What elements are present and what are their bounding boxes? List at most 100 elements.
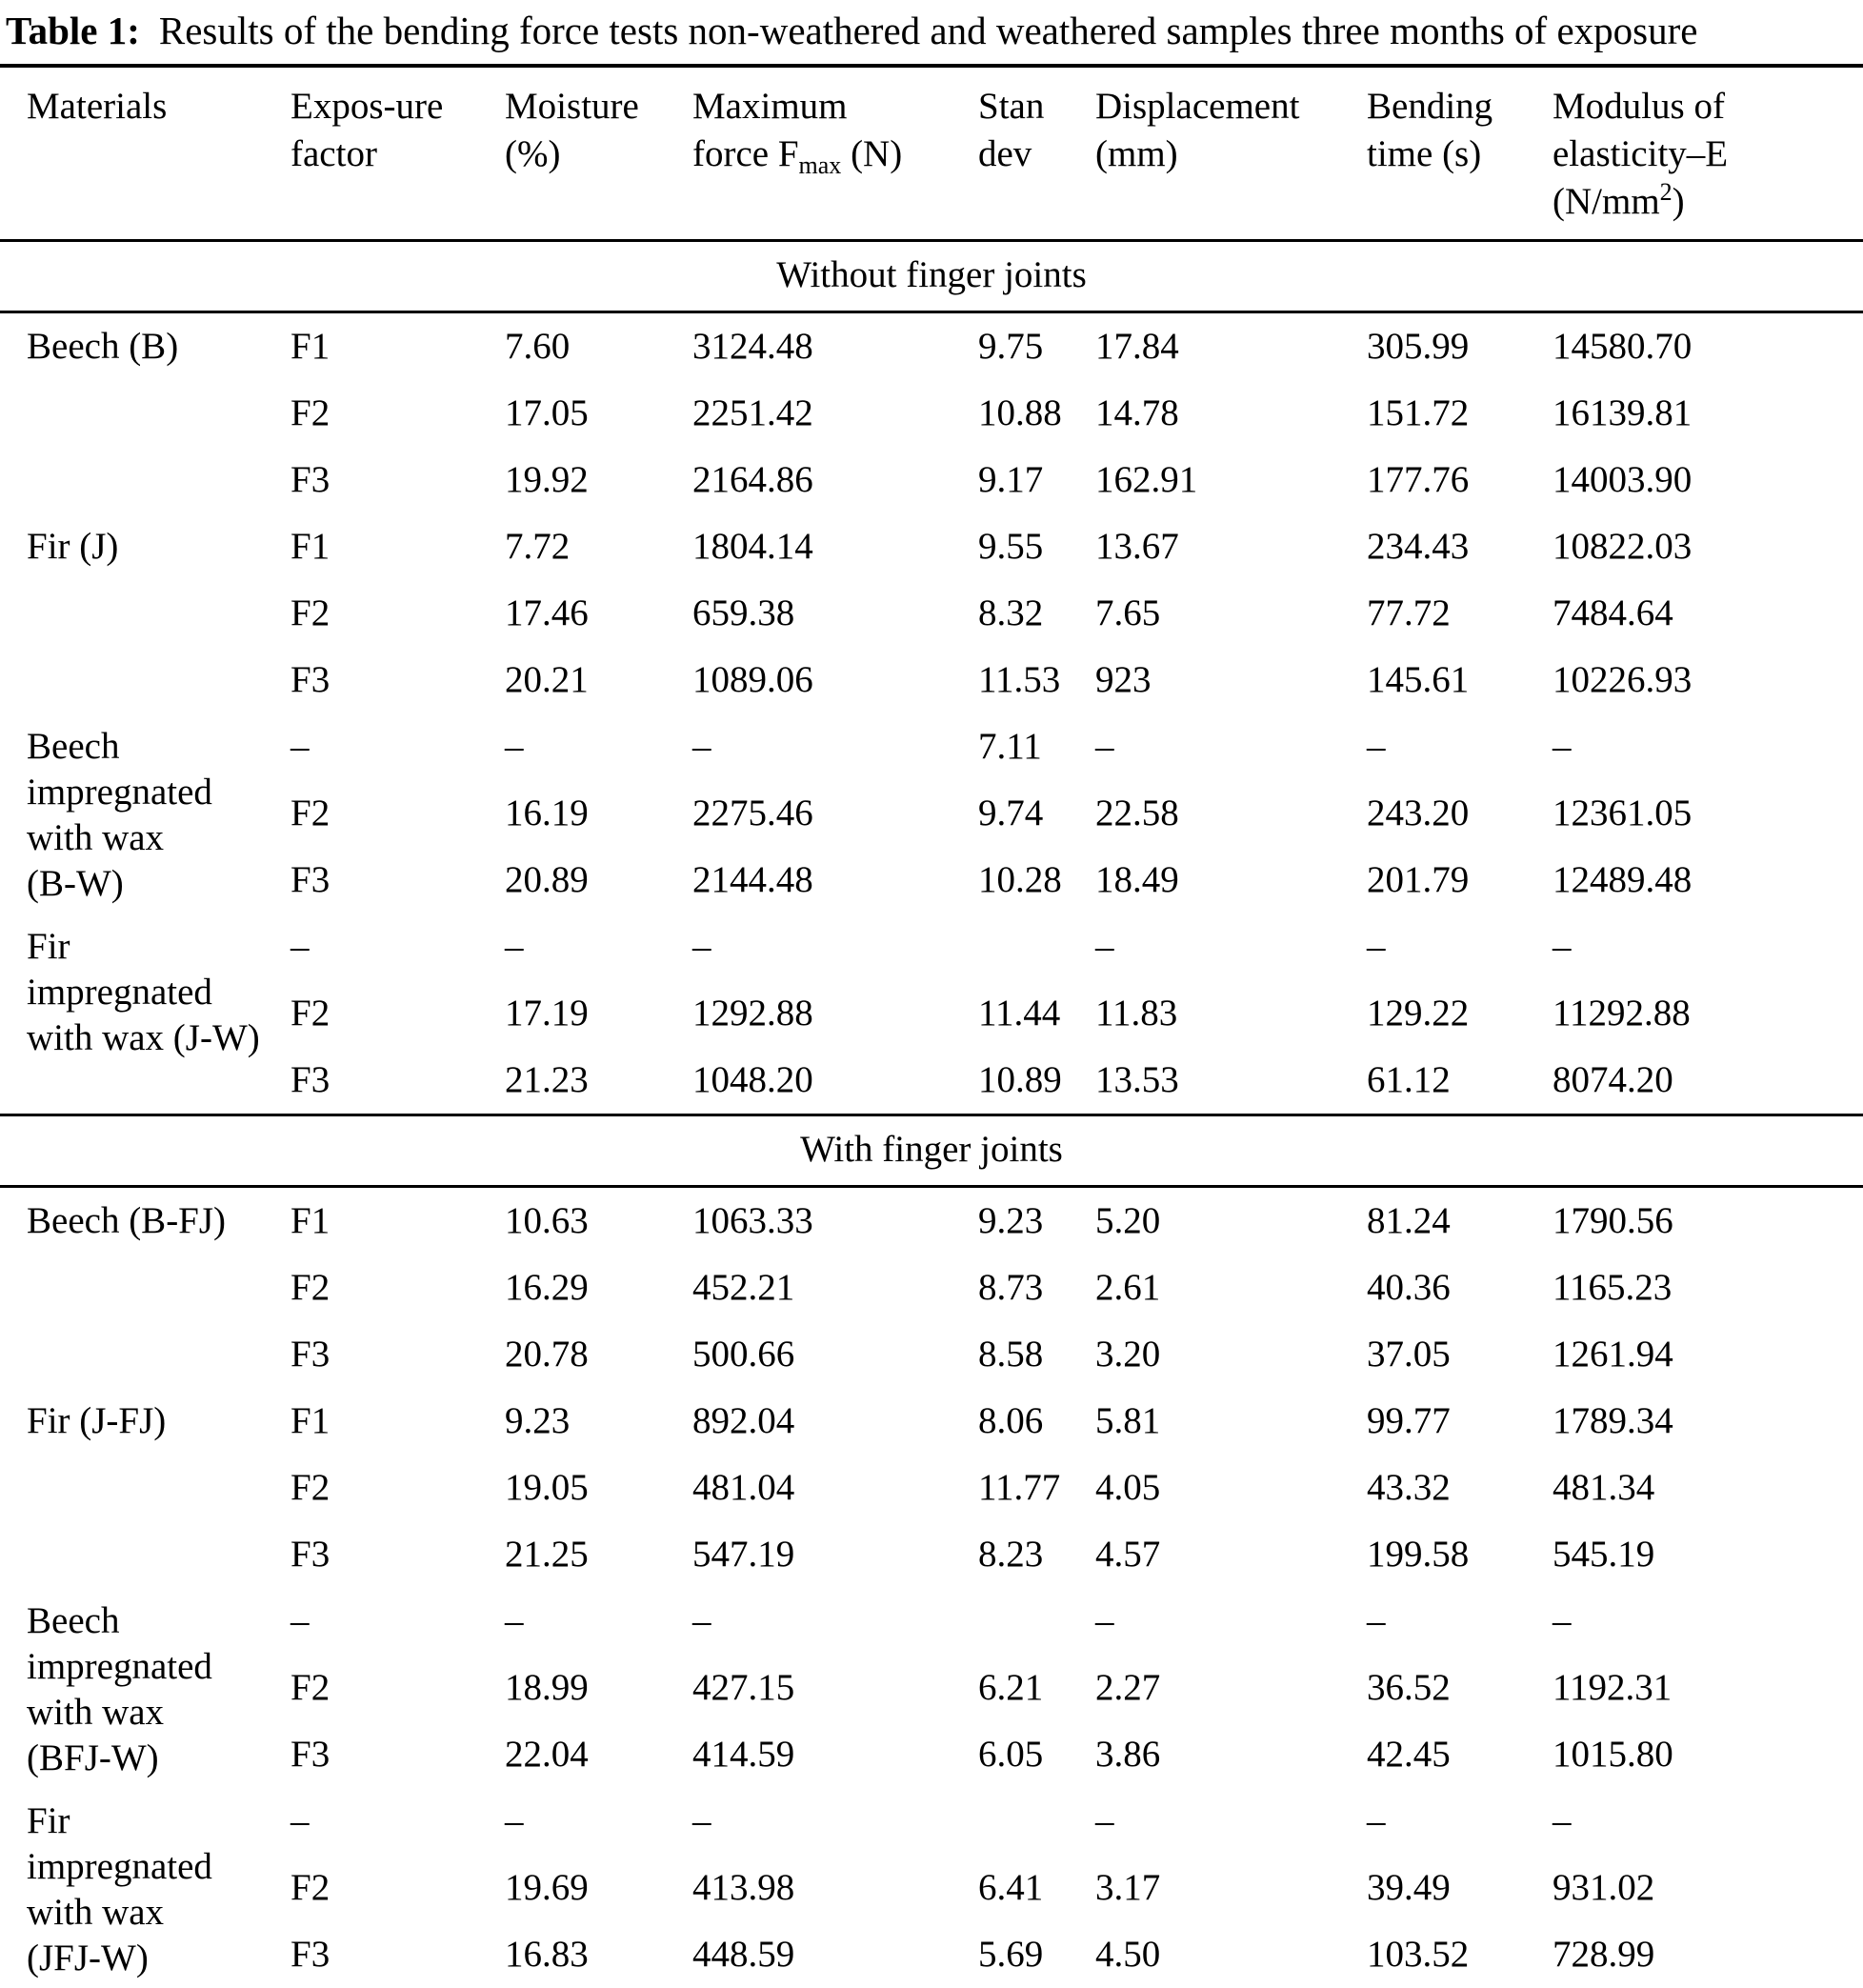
table-caption: Table 1: Results of the bending force tes… — [0, 0, 1863, 64]
cell-max-force: – — [692, 1800, 711, 1841]
table-row: F3 20.21 1089.06 11.53 923 145.61 10226.93 — [0, 647, 1863, 713]
cell-stan-dev: 8.73 — [978, 1267, 1044, 1308]
cell-moisture: 16.19 — [505, 793, 589, 833]
cell-modulus: 12361.05 — [1552, 793, 1693, 833]
cell-bending-time: 199.58 — [1367, 1534, 1470, 1575]
table-header: Materials Expos-ure factor Moisture (%) Maxim… — [0, 66, 1863, 242]
cell-displacement: 13.53 — [1095, 1059, 1179, 1100]
cell-bending-time: 305.99 — [1367, 326, 1470, 367]
cell-max-force: 2275.46 — [692, 793, 813, 833]
column-header-exposure-factor: Expos-ure factor — [290, 66, 505, 242]
cell-displacement: – — [1095, 726, 1114, 767]
cell-stan-dev: 8.58 — [978, 1334, 1044, 1375]
cell-exposure-factor: F2 — [290, 392, 331, 433]
cell-bending-time: 39.49 — [1367, 1867, 1451, 1908]
table-row: Beech impregnated with wax (BFJ-W) – – – – – – — [0, 1588, 1863, 1778]
cell-modulus: 481.34 — [1552, 1467, 1655, 1508]
cell-stan-dev: 9.74 — [978, 793, 1044, 833]
cell-max-force: 3124.48 — [692, 326, 813, 367]
cell-exposure-factor: – — [290, 1600, 310, 1641]
column-header-displacement: Displacement (mm) — [1095, 66, 1367, 242]
cell-moisture: 22.04 — [505, 1734, 589, 1775]
cell-bending-time: – — [1367, 726, 1386, 767]
table-row: F3 19.92 2164.86 9.17 162.91 177.76 14003.90 — [0, 447, 1863, 513]
cell-displacement: – — [1095, 1800, 1114, 1841]
column-header-modulus: Modulus of elasticity–E (N/mm2) — [1552, 66, 1863, 242]
cell-displacement: 4.05 — [1095, 1467, 1161, 1508]
cell-exposure-factor: F3 — [290, 459, 331, 500]
cell-modulus: 10822.03 — [1552, 526, 1693, 567]
cell-stan-dev: 11.53 — [978, 659, 1061, 700]
cell-displacement: 11.83 — [1095, 993, 1178, 1034]
section-header: Without finger joints — [0, 239, 1863, 313]
cell-displacement: 5.81 — [1095, 1400, 1161, 1441]
cell-max-force: 481.04 — [692, 1467, 795, 1508]
cell-modulus: 7484.64 — [1552, 592, 1673, 633]
cell-moisture: 9.23 — [505, 1400, 571, 1441]
cell-modulus: 1789.34 — [1552, 1400, 1673, 1441]
cell-stan-dev: 6.41 — [978, 1867, 1044, 1908]
cell-material: Fir (J-FJ) — [27, 1400, 167, 1441]
table-row: Beech (B) F1 7.60 3124.48 9.75 17.84 305.99 145… — [0, 312, 1863, 381]
cell-moisture: 17.46 — [505, 592, 589, 633]
cell-stan-dev — [978, 914, 1095, 980]
cell-material: Beech (B-FJ) — [27, 1200, 227, 1241]
cell-max-force: 500.66 — [692, 1334, 795, 1375]
table-row: F2 19.05 481.04 11.77 4.05 43.32 481.34 — [0, 1455, 1863, 1521]
cell-exposure-factor: F3 — [290, 1334, 331, 1375]
cell-moisture: 19.92 — [505, 459, 589, 500]
cell-bending-time: 43.32 — [1367, 1467, 1451, 1508]
cell-displacement: 4.57 — [1095, 1534, 1161, 1575]
cell-moisture: 20.21 — [505, 659, 589, 700]
cell-displacement: 13.67 — [1095, 526, 1179, 567]
cell-moisture: 10.63 — [505, 1200, 589, 1241]
cell-exposure-factor: F3 — [290, 1734, 331, 1775]
cell-modulus: – — [1552, 926, 1572, 967]
cell-bending-time: – — [1367, 926, 1386, 967]
cell-bending-time: 129.22 — [1367, 993, 1470, 1034]
table-row: F2 16.19 2275.46 9.74 22.58 243.20 12361.05 — [0, 780, 1863, 847]
cell-displacement: 923 — [1095, 659, 1152, 700]
cell-max-force: 1292.88 — [692, 993, 813, 1034]
cell-bending-time: 99.77 — [1367, 1400, 1451, 1441]
cell-bending-time: 77.72 — [1367, 592, 1451, 633]
table-row: Beech impregnated with wax (B-W) – – – 7.11 – – – — [0, 713, 1863, 904]
cell-stan-dev: 10.88 — [978, 392, 1062, 433]
cell-moisture: – — [505, 1600, 524, 1641]
column-header-max-force: Maximum force Fmax (N) — [692, 66, 978, 242]
cell-exposure-factor: F3 — [290, 1059, 331, 1100]
cell-stan-dev: 11.77 — [978, 1467, 1061, 1508]
cell-displacement: – — [1095, 1600, 1114, 1641]
cell-exposure-factor: F2 — [290, 1667, 331, 1708]
cell-max-force: 1089.06 — [692, 659, 813, 700]
cell-bending-time: 243.20 — [1367, 793, 1470, 833]
cell-moisture: 17.19 — [505, 993, 589, 1034]
cell-modulus: 545.19 — [1552, 1534, 1655, 1575]
cell-moisture: 16.29 — [505, 1267, 589, 1308]
cell-max-force: 659.38 — [692, 592, 795, 633]
table-row: F3 20.89 2144.48 10.28 18.49 201.79 12489.48 — [0, 847, 1863, 914]
table-row: F2 16.29 452.21 8.73 2.61 40.36 1165.23 — [0, 1255, 1863, 1321]
cell-stan-dev: 10.89 — [978, 1059, 1062, 1100]
cell-exposure-factor: – — [290, 726, 310, 767]
cell-max-force: 892.04 — [692, 1400, 795, 1441]
cell-displacement: – — [1095, 926, 1114, 967]
section-header: With finger joints — [0, 1114, 1863, 1188]
table-row: F3 20.78 500.66 8.58 3.20 37.05 1261.94 — [0, 1321, 1863, 1388]
cell-moisture: – — [505, 926, 524, 967]
cell-modulus: 1261.94 — [1552, 1334, 1673, 1375]
column-header-materials: Materials — [0, 66, 290, 242]
table-row: F2 17.46 659.38 8.32 7.65 77.72 7484.64 — [0, 580, 1863, 647]
cell-exposure-factor: F3 — [290, 659, 331, 700]
cell-displacement: 17.84 — [1095, 326, 1179, 367]
cell-modulus: 1192.31 — [1552, 1667, 1673, 1708]
cell-modulus: 11292.88 — [1552, 993, 1691, 1034]
cell-bending-time: 42.45 — [1367, 1734, 1451, 1775]
cell-displacement: 3.86 — [1095, 1734, 1161, 1775]
cell-moisture: 16.83 — [505, 1934, 589, 1975]
cell-modulus: 1165.23 — [1552, 1267, 1673, 1308]
cell-bending-time: 177.76 — [1367, 459, 1470, 500]
table-row: F2 18.99 427.15 6.21 2.27 36.52 1192.31 — [0, 1655, 1863, 1721]
cell-stan-dev: 7.11 — [978, 726, 1042, 767]
